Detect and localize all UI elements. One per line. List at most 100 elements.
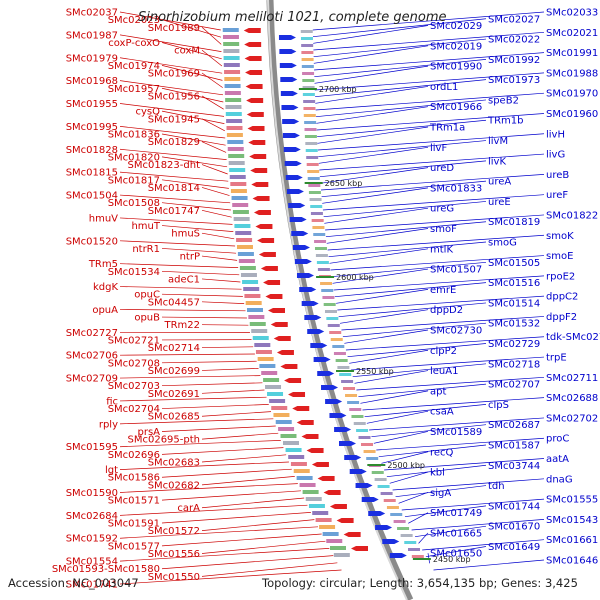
feature-block: [229, 175, 246, 179]
gene-label-right: SMc01819: [488, 217, 540, 228]
connector-line: [369, 417, 545, 431]
reverse-gene: [292, 406, 310, 411]
feature-block: [303, 114, 316, 117]
position-mark-label: 2600 kbp: [336, 273, 374, 282]
feature-block: [304, 135, 317, 138]
forward-gene: [289, 217, 307, 222]
feature-block: [224, 70, 241, 74]
connector-line: [201, 72, 223, 88]
connector-line: [201, 164, 228, 175]
connector-line: [119, 171, 229, 182]
connector-line: [119, 217, 233, 225]
feature-block: [239, 266, 256, 270]
connector-line: [161, 202, 231, 211]
gene-label-right: smoG: [488, 238, 517, 249]
connector-line: [201, 497, 305, 509]
connector-line: [349, 349, 429, 364]
forward-gene: [278, 35, 296, 40]
gene-label-right: SMc02688: [546, 393, 598, 404]
connector-line: [119, 57, 223, 74]
connector-line: [395, 485, 487, 498]
gene-label-right: kbl: [430, 468, 445, 479]
gene-label-right: apt: [430, 386, 446, 397]
gene-label-left: SMc01590: [66, 488, 118, 499]
forward-gene: [304, 315, 322, 320]
feature-block: [315, 254, 328, 257]
feature-block: [333, 352, 346, 355]
connector-line: [321, 180, 487, 198]
connector-line: [331, 261, 487, 278]
reverse-gene: [255, 224, 273, 229]
feature-block: [303, 107, 316, 110]
feature-block: [278, 427, 295, 431]
feature-block: [301, 51, 314, 54]
feature-block: [242, 280, 259, 284]
feature-block: [251, 329, 268, 333]
connector-line: [314, 72, 545, 91]
connector-line: [161, 512, 311, 524]
connector-line: [341, 316, 545, 331]
gene-label-left: SMc01747: [148, 206, 200, 217]
feature-block: [285, 448, 302, 452]
gene-label-right: csaA: [430, 407, 454, 418]
genome-title: Sinorhizobium meliloti 1021, complete ge…: [138, 10, 447, 25]
feature-block: [386, 506, 399, 509]
reverse-gene: [244, 42, 262, 47]
connector-line: [358, 383, 487, 398]
forward-gene: [338, 441, 356, 446]
gene-label-right: SMc02029: [430, 21, 482, 32]
feature-block: [257, 357, 274, 361]
feature-block: [222, 28, 239, 32]
accession-text: Accession: NC_003047: [8, 576, 139, 590]
connector-line: [344, 329, 429, 344]
forward-gene: [294, 259, 312, 264]
gene-label-right: dppD2: [430, 305, 463, 316]
feature-block: [224, 84, 241, 88]
feature-block: [265, 385, 282, 389]
reverse-gene: [251, 182, 269, 187]
gene-label-right: SMc01749: [430, 508, 482, 519]
connector-line: [119, 126, 226, 139]
gene-label-right: SMc01589: [430, 427, 482, 438]
connector-line: [418, 532, 429, 544]
position-mark-label: 2500 kbp: [387, 461, 425, 470]
feature-block: [296, 476, 313, 480]
reverse-gene: [247, 126, 265, 131]
connector-line: [381, 451, 429, 464]
feature-block: [308, 504, 325, 508]
connector-line: [119, 194, 231, 204]
feature-block: [341, 380, 354, 383]
gene-label-left: hmuV: [89, 213, 118, 224]
feature-block: [293, 469, 310, 473]
connector-line: [201, 562, 338, 577]
feature-block: [310, 212, 323, 215]
gene-label-left: SMc01508: [108, 198, 160, 209]
connector-line: [119, 309, 246, 312]
gene-label-left: prsA: [137, 427, 160, 438]
connector-line: [312, 18, 487, 38]
connector-line: [161, 179, 229, 189]
feature-block: [339, 373, 352, 376]
connector-line: [314, 59, 487, 78]
gene-label-left: SMc01815: [66, 168, 118, 179]
connector-line: [201, 141, 227, 153]
connector-line: [319, 160, 487, 178]
gene-label-right: dnaG: [546, 474, 573, 485]
feature-block: [322, 532, 339, 536]
connector-line: [389, 471, 429, 484]
feature-block: [288, 455, 305, 459]
connector-line: [201, 324, 249, 326]
connector-line: [329, 248, 429, 264]
forward-gene: [375, 525, 393, 530]
connector-line: [161, 382, 263, 387]
gene-label-right: mtlK: [430, 244, 453, 255]
connector-line: [373, 431, 429, 444]
connector-line: [201, 301, 245, 304]
gene-label-left: SMc01572: [148, 526, 200, 537]
connector-lines-right: [312, 11, 545, 571]
feature-block: [243, 287, 260, 291]
gene-label-right: dppF2: [546, 312, 577, 323]
feature-block: [307, 177, 320, 180]
feature-block: [223, 63, 240, 67]
feature-block: [226, 126, 243, 130]
